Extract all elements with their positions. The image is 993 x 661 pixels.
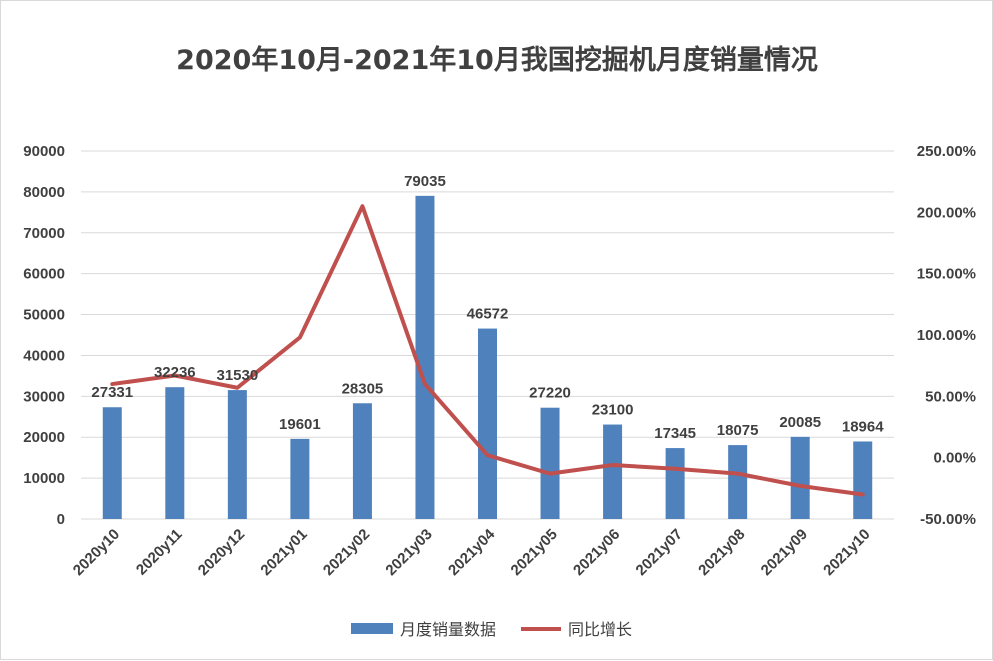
x-tick-label: 2021y06 bbox=[570, 526, 623, 579]
bar bbox=[853, 441, 873, 519]
bar-data-label: 18075 bbox=[717, 422, 759, 439]
bar-series bbox=[102, 195, 873, 520]
bar bbox=[227, 390, 247, 519]
bar bbox=[790, 436, 810, 519]
right-tick-label: 100.00% bbox=[917, 327, 976, 344]
x-tick-label: 2021y07 bbox=[633, 526, 686, 579]
x-tick-label: 2021y05 bbox=[508, 526, 561, 579]
left-tick-label: 30000 bbox=[23, 388, 65, 405]
chart-title: 2020年10月-2021年10月我国挖掘机月度销量情况 bbox=[176, 44, 818, 76]
bar bbox=[665, 448, 685, 519]
bar bbox=[102, 407, 122, 519]
x-tick-label: 2021y08 bbox=[695, 526, 748, 579]
x-tick-label: 2020y11 bbox=[133, 526, 186, 579]
x-tick-label: 2021y03 bbox=[382, 526, 435, 579]
legend: 月度销量数据 同比增长 bbox=[351, 620, 632, 639]
x-tick-label: 2020y10 bbox=[70, 526, 123, 579]
x-axis-ticks: 2020y10 2020y11 2020y12 2021y01 2021y02 2021y… bbox=[70, 525, 874, 579]
bar-data-label: 28305 bbox=[342, 380, 384, 397]
bar bbox=[415, 195, 435, 520]
line-series bbox=[110, 204, 865, 497]
right-axis-ticks: -50.00% 0.00% 50.00% 100.00% 150.00% 200.00% 2… bbox=[917, 143, 976, 528]
left-tick-label: 40000 bbox=[23, 347, 65, 364]
x-tick-label: 2021y10 bbox=[820, 526, 873, 579]
left-tick-label: 20000 bbox=[23, 429, 65, 446]
right-tick-label: 0.00% bbox=[933, 450, 976, 467]
right-tick-label: 250.00% bbox=[917, 143, 976, 160]
bar bbox=[352, 403, 372, 519]
bar bbox=[728, 445, 748, 519]
right-tick-label: 50.00% bbox=[925, 388, 976, 405]
right-tick-label: 150.00% bbox=[917, 266, 976, 283]
x-tick-label: 2021y04 bbox=[445, 525, 499, 579]
bar-data-label: 27220 bbox=[529, 385, 571, 402]
right-tick-label: 200.00% bbox=[917, 204, 976, 221]
bar bbox=[290, 438, 310, 519]
x-tick-label: 2021y01 bbox=[257, 526, 310, 579]
bar bbox=[603, 424, 623, 519]
left-tick-label: 90000 bbox=[23, 143, 65, 160]
left-tick-label: 60000 bbox=[23, 266, 65, 283]
bar-data-label: 19601 bbox=[279, 416, 321, 433]
legend-bar-swatch bbox=[351, 623, 393, 634]
x-tick-label: 2021y09 bbox=[758, 526, 811, 579]
bar-data-label: 79035 bbox=[404, 173, 446, 190]
bar-data-label: 18964 bbox=[842, 418, 884, 435]
bar-data-label: 20085 bbox=[779, 414, 821, 431]
left-tick-label: 10000 bbox=[23, 470, 65, 487]
legend-bar-label: 月度销量数据 bbox=[400, 620, 496, 639]
bar-data-label: 23100 bbox=[592, 402, 634, 419]
left-axis-ticks: 0 10000 20000 30000 40000 50000 60000 70000 8000… bbox=[23, 143, 65, 528]
bar-data-label: 32236 bbox=[154, 364, 196, 381]
data-labels: 27331 32236 31530 19601 28305 79035 46572 27220… bbox=[91, 173, 884, 442]
left-tick-label: 0 bbox=[57, 511, 65, 528]
bar bbox=[165, 387, 185, 519]
bar bbox=[540, 407, 560, 519]
left-tick-label: 50000 bbox=[23, 307, 65, 324]
bar-data-label: 27331 bbox=[91, 384, 133, 401]
right-tick-label: -50.00% bbox=[920, 511, 976, 528]
bar-data-label: 17345 bbox=[654, 425, 696, 442]
legend-line-label: 同比增长 bbox=[568, 620, 632, 639]
bar-data-label: 31530 bbox=[216, 367, 258, 384]
x-tick-label: 2020y12 bbox=[195, 526, 248, 579]
growth-line bbox=[110, 204, 865, 497]
left-tick-label: 70000 bbox=[23, 225, 65, 242]
left-tick-label: 80000 bbox=[23, 184, 65, 201]
x-tick-label: 2021y02 bbox=[320, 526, 373, 579]
bar-data-label: 46572 bbox=[467, 306, 509, 323]
bar bbox=[478, 328, 497, 519]
